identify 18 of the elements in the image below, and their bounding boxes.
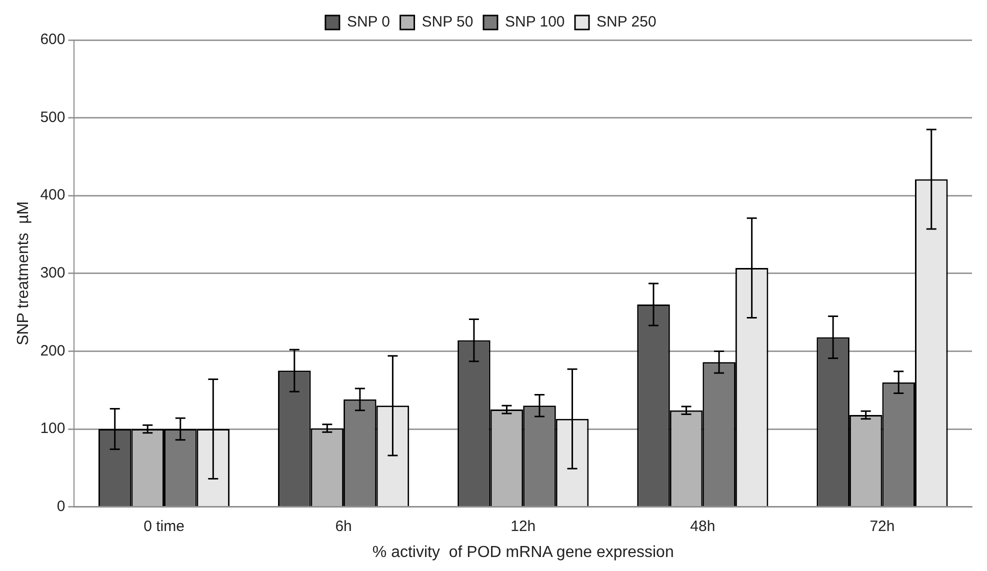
x-tick-label: 48h — [690, 518, 716, 535]
y-tick-label: 0 — [56, 498, 66, 515]
x-tick-label: 72h — [870, 518, 895, 535]
y-tick-label: 600 — [40, 31, 66, 48]
y-tick-label: 300 — [40, 264, 66, 282]
legend-label: SNP 250 — [596, 14, 656, 31]
legend-label: SNP 0 — [346, 14, 390, 31]
x-tick-label: 0 time — [144, 518, 184, 535]
y-tick-label: 100 — [40, 420, 66, 438]
legend-label: SNP 100 — [504, 14, 565, 31]
y-tick-label: 500 — [40, 108, 66, 126]
x-tick-label: 12h — [510, 518, 536, 535]
x-tick-label: 6h — [335, 518, 352, 535]
y-axis-title: SNP treatments µM — [15, 201, 32, 346]
legend-label: SNP 50 — [422, 14, 474, 31]
y-tick-label: 400 — [40, 186, 66, 204]
y-tick-label: 200 — [40, 342, 66, 360]
x-axis-title: % activity of POD mRNA gene expression — [372, 544, 674, 561]
